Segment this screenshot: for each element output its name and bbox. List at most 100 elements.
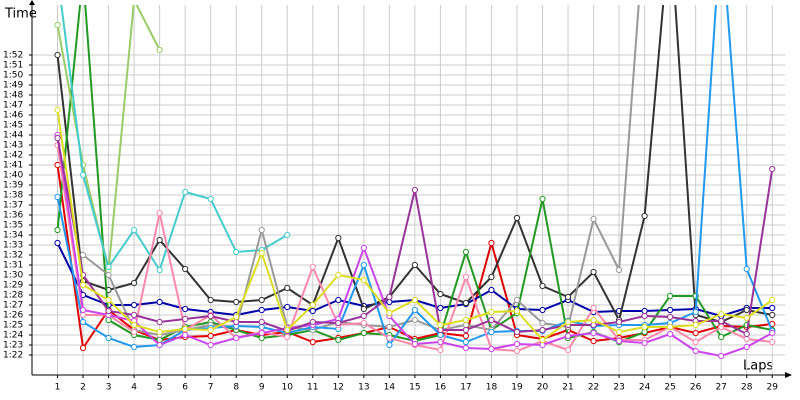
point <box>79 311 87 319</box>
point <box>462 273 470 281</box>
point <box>309 338 316 346</box>
point <box>156 328 163 336</box>
grid <box>32 5 785 375</box>
point <box>309 263 316 271</box>
point <box>207 332 214 340</box>
point <box>156 341 163 349</box>
point <box>462 326 470 334</box>
point <box>360 312 367 320</box>
point <box>590 215 597 223</box>
y-tick-label: 1:28 <box>3 291 23 301</box>
point <box>284 326 291 334</box>
point <box>641 212 648 220</box>
x-tick-label: 28 <box>741 383 753 393</box>
point <box>590 321 597 329</box>
point <box>411 340 418 348</box>
point <box>386 309 393 317</box>
point <box>692 347 699 355</box>
point <box>743 335 750 343</box>
point <box>233 318 240 326</box>
point <box>156 336 163 344</box>
y-tick-label: 1:27 <box>3 301 23 311</box>
point <box>207 326 214 334</box>
point <box>539 195 546 203</box>
point <box>411 316 418 324</box>
point <box>718 352 725 360</box>
point <box>105 296 112 304</box>
point <box>615 266 623 274</box>
point <box>743 343 750 351</box>
point <box>641 312 648 320</box>
point <box>488 328 495 336</box>
x-tick-label: 17 <box>460 383 471 393</box>
point <box>131 321 138 329</box>
point <box>79 318 87 326</box>
y-tick-label: 1:31 <box>3 261 23 271</box>
x-tick-label: 9 <box>259 383 265 393</box>
point <box>335 319 342 327</box>
point <box>131 279 138 287</box>
point <box>743 306 750 314</box>
point <box>590 268 597 276</box>
x-tick-label: 14 <box>384 383 396 393</box>
point <box>411 261 418 269</box>
y-tick-label: 1:23 <box>3 341 23 351</box>
point <box>488 239 495 247</box>
point <box>105 263 112 271</box>
y-tick-label: 1:39 <box>3 181 23 191</box>
point <box>615 337 623 345</box>
point <box>462 344 470 352</box>
point <box>258 296 265 304</box>
point <box>437 338 444 346</box>
x-tick-label: 25 <box>664 383 675 393</box>
y-tick-label: 1:48 <box>3 91 23 101</box>
point <box>718 310 725 318</box>
point <box>488 316 495 324</box>
point <box>513 307 521 315</box>
point <box>437 321 444 329</box>
point <box>769 338 776 346</box>
point <box>437 326 444 334</box>
x-tick-label: 22 <box>588 383 599 393</box>
point <box>233 313 240 321</box>
x-tick-label: 5 <box>157 383 163 393</box>
x-tick-label: 20 <box>537 383 549 393</box>
point <box>692 321 699 329</box>
point <box>718 317 725 325</box>
x-tick-label: 10 <box>282 383 294 393</box>
x-tick-label: 2 <box>80 383 86 393</box>
point <box>207 195 214 203</box>
point <box>590 316 597 324</box>
point <box>564 293 572 301</box>
point <box>667 323 674 331</box>
point <box>539 306 546 314</box>
point <box>207 296 214 304</box>
x-tick-label: 4 <box>131 383 137 393</box>
point <box>615 328 623 336</box>
point <box>182 331 189 339</box>
point <box>411 186 418 194</box>
y-tick-label: 1:43 <box>3 141 23 151</box>
point <box>743 314 750 322</box>
point <box>309 318 316 326</box>
y-tick-label: 1:29 <box>3 281 23 291</box>
point <box>437 304 444 312</box>
y-tick-label: 1:26 <box>3 311 23 321</box>
y-tick-label: 1:34 <box>3 231 23 241</box>
point <box>131 311 138 319</box>
point <box>667 313 674 321</box>
x-tick-label: 13 <box>358 383 369 393</box>
x-tick-label: 27 <box>715 383 726 393</box>
point <box>258 329 265 337</box>
point <box>769 165 776 173</box>
point <box>539 282 546 290</box>
y-tick-label: 1:50 <box>3 71 23 81</box>
point <box>743 330 750 338</box>
point <box>335 296 342 304</box>
point <box>284 231 291 239</box>
point <box>258 306 265 314</box>
x-tick-label: 7 <box>208 383 214 393</box>
y-tick-label: 1:37 <box>3 201 23 211</box>
point <box>156 318 163 326</box>
y-tick-label: 1:38 <box>3 191 23 201</box>
